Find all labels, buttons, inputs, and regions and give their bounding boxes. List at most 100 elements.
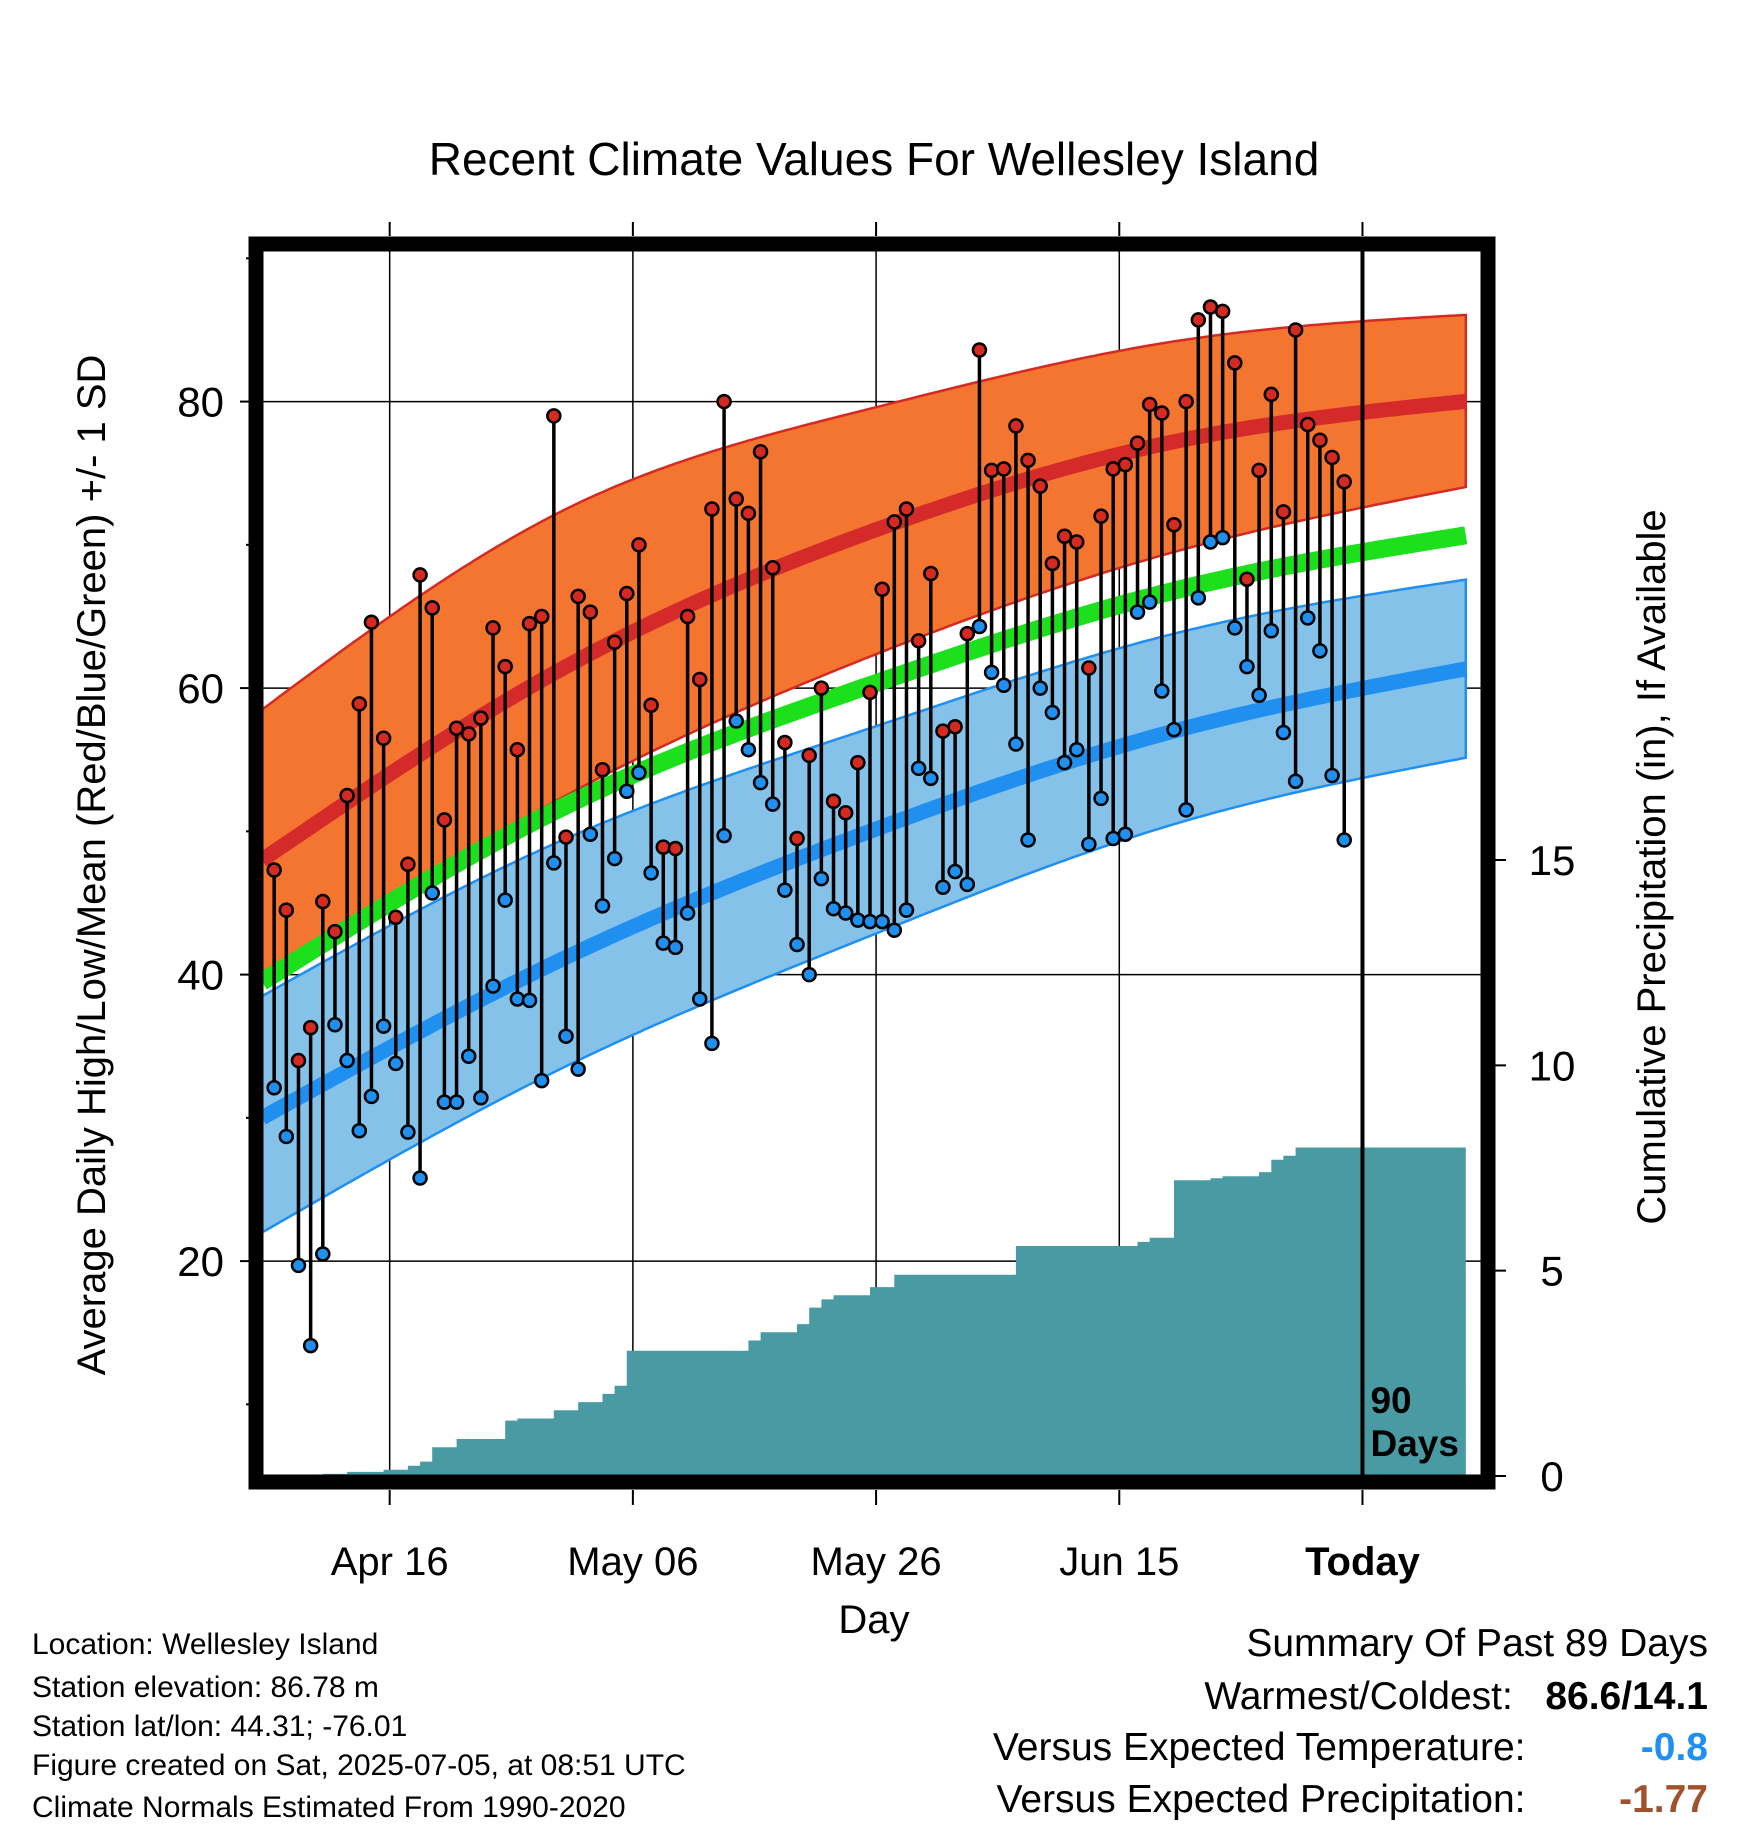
y2-tick-label: 10 <box>1529 1042 1576 1089</box>
high-point <box>412 567 428 583</box>
high-point <box>631 537 647 553</box>
summary-warm-cold-label: Warmest/Coldest: <box>1204 1675 1513 1718</box>
high-point <box>339 787 355 804</box>
high-point <box>1178 393 1194 410</box>
summary-precip-value: -1.77 <box>1619 1778 1708 1821</box>
high-point <box>692 671 708 688</box>
summary-temp-value: -0.8 <box>1640 1726 1708 1769</box>
high-point <box>679 608 696 625</box>
high-point <box>1129 435 1146 451</box>
high-point <box>582 604 599 620</box>
high-point <box>1251 462 1267 479</box>
low-point <box>448 1094 465 1110</box>
low-point <box>363 1088 380 1105</box>
high-point <box>485 620 501 636</box>
low-point <box>606 850 623 867</box>
low-point <box>898 902 915 918</box>
today-days-number: 90 <box>1370 1380 1411 1421</box>
low-point <box>935 879 951 895</box>
high-point <box>1275 504 1292 520</box>
high-point <box>740 505 757 522</box>
high-point <box>558 829 574 845</box>
high-point <box>400 856 416 873</box>
low-point <box>1336 832 1352 848</box>
x-tick-label: Apr 16 <box>331 1540 449 1584</box>
y-tick-label: 80 <box>177 379 224 426</box>
low-point <box>533 1072 550 1089</box>
low-point <box>874 913 890 930</box>
high-point <box>570 588 586 605</box>
high-point <box>1117 456 1134 473</box>
low-point <box>801 966 817 983</box>
low-point <box>667 939 684 956</box>
y2-tick-label: 0 <box>1540 1453 1563 1500</box>
high-point <box>752 443 769 460</box>
low-point <box>1044 704 1061 721</box>
high-point <box>947 719 963 735</box>
high-point <box>667 840 684 857</box>
low-point <box>582 826 599 842</box>
low-point <box>996 677 1012 693</box>
low-point <box>485 978 501 994</box>
low-point <box>716 827 732 844</box>
high-point <box>789 830 805 847</box>
high-point <box>716 393 732 410</box>
low-point <box>764 796 781 812</box>
high-point <box>278 902 295 918</box>
y-tick-label: 40 <box>177 952 224 999</box>
high-point <box>1056 528 1073 544</box>
low-point <box>497 892 513 908</box>
low-point <box>1227 620 1243 636</box>
low-point <box>570 1061 586 1077</box>
low-point <box>947 863 963 880</box>
low-point <box>728 713 744 729</box>
high-point <box>509 741 526 758</box>
low-point <box>1056 754 1073 771</box>
summary-warm-cold-value: 86.6/14.1 <box>1545 1675 1708 1718</box>
low-point <box>704 1035 720 1052</box>
plot-frame <box>248 236 1496 1490</box>
high-point <box>1166 517 1182 533</box>
high-point <box>424 600 440 616</box>
low-point <box>315 1246 331 1262</box>
high-point <box>1239 571 1255 587</box>
y2-axis-title: Cumulative Precipitation (in), If Availa… <box>1630 509 1674 1224</box>
summary-heading-text: Summary Of Past 89 Days <box>1246 1622 1708 1665</box>
normal-high-band <box>260 313 1468 985</box>
precip-area <box>262 1147 1466 1476</box>
summary-precip: Versus Expected Precipitation: -1.77 <box>997 1780 1708 1820</box>
low-point <box>1300 610 1316 626</box>
low-point <box>813 870 830 887</box>
high-point <box>825 793 842 810</box>
high-point <box>363 614 380 630</box>
high-point <box>1324 449 1340 466</box>
info-elevation: Station elevation: 86.78 m <box>32 1671 379 1704</box>
low-point <box>339 1052 355 1069</box>
high-point <box>813 680 830 696</box>
high-point <box>473 710 489 726</box>
high-point <box>923 565 939 582</box>
summary-precip-label: Versus Expected Precipitation: <box>996 1778 1526 1821</box>
low-point <box>1129 604 1146 620</box>
low-point <box>740 741 757 758</box>
low-point <box>388 1055 404 1072</box>
high-point <box>1263 386 1280 403</box>
low-point <box>777 882 793 898</box>
low-point <box>923 770 939 787</box>
low-point <box>558 1028 574 1044</box>
low-point <box>302 1337 319 1354</box>
low-point <box>1117 826 1134 842</box>
high-point <box>436 812 453 828</box>
low-point <box>1312 643 1328 659</box>
low-point <box>521 992 538 1009</box>
low-point <box>619 783 635 799</box>
low-point <box>278 1128 295 1145</box>
high-point <box>1300 416 1316 433</box>
y-axis-title: Average Daily High/Low/Mean (Red/Blue/Gr… <box>70 355 114 1376</box>
high-point <box>874 581 890 597</box>
info-location: Location: Wellesley Island <box>32 1628 379 1661</box>
high-point <box>850 754 866 771</box>
low-point <box>400 1124 416 1140</box>
